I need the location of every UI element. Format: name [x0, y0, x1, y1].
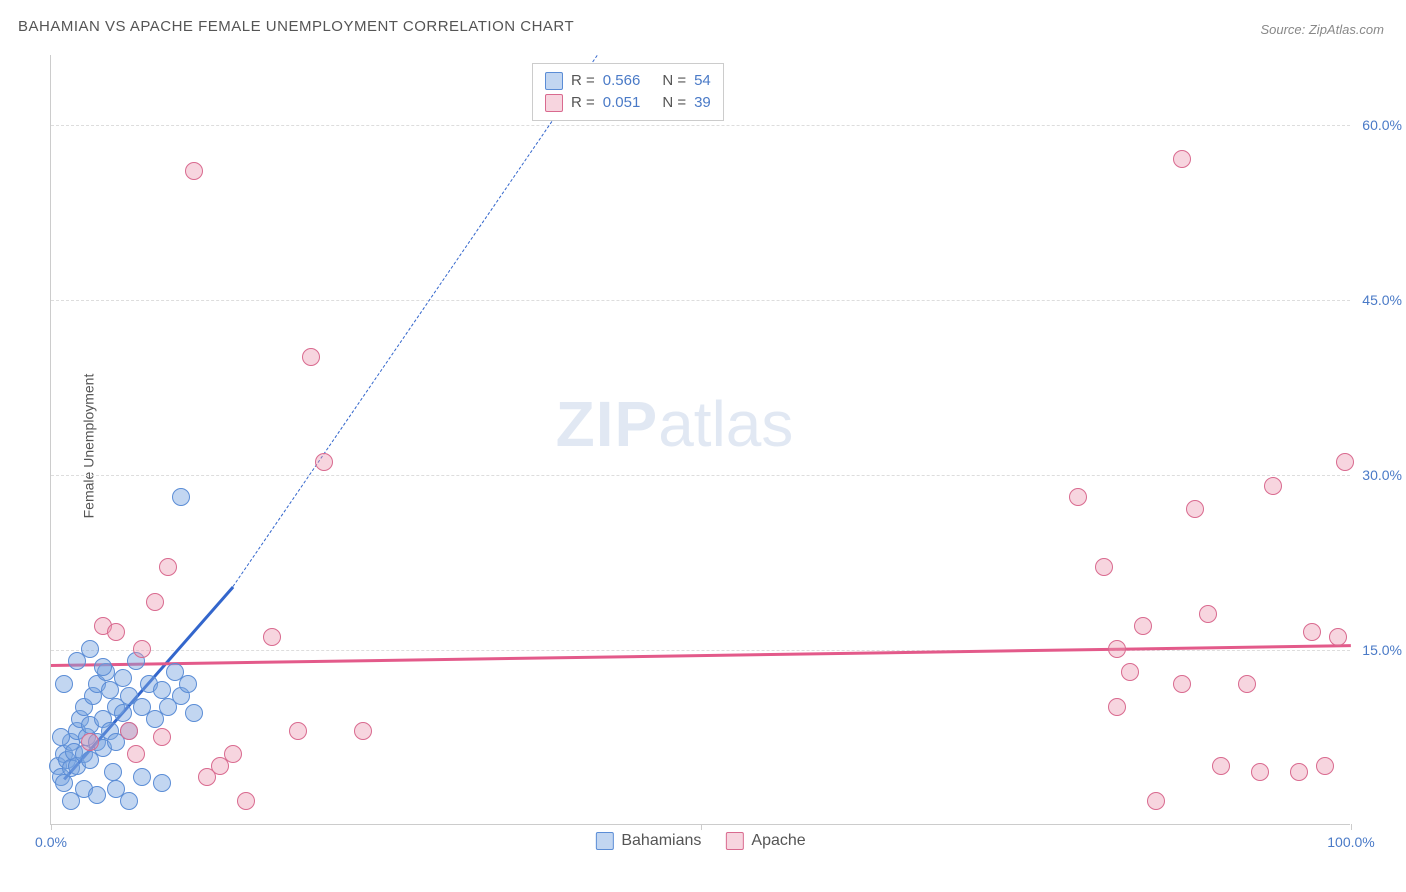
source-attribution: Source: ZipAtlas.com [1260, 22, 1384, 37]
gridline [51, 125, 1350, 126]
scatter-point [1329, 628, 1347, 646]
scatter-point [198, 768, 216, 786]
x-tick-label: 100.0% [1327, 834, 1374, 850]
series-legend: Bahamians Apache [595, 830, 805, 852]
scatter-point [1108, 640, 1126, 658]
legend-swatch [725, 832, 743, 850]
scatter-point [1212, 757, 1230, 775]
legend-swatch [595, 832, 613, 850]
legend-swatch [545, 72, 563, 90]
scatter-point [120, 722, 138, 740]
n-value: 39 [694, 94, 711, 111]
scatter-point [107, 623, 125, 641]
scatter-point [1186, 500, 1204, 518]
n-value: 54 [694, 72, 711, 89]
scatter-point [153, 774, 171, 792]
scatter-point [153, 728, 171, 746]
x-tick-mark [1351, 824, 1352, 830]
gridline [51, 300, 1350, 301]
plot-area: ZIPatlas 15.0%30.0%45.0%60.0%0.0%100.0%R… [50, 55, 1350, 825]
scatter-point [179, 675, 197, 693]
scatter-point [224, 745, 242, 763]
scatter-point [159, 558, 177, 576]
y-tick-label: 60.0% [1362, 117, 1402, 133]
x-tick-mark [51, 824, 52, 830]
x-tick-label: 0.0% [35, 834, 67, 850]
scatter-point [1134, 617, 1152, 635]
scatter-point [88, 786, 106, 804]
scatter-point [1173, 675, 1191, 693]
stats-legend-row: R = 0.051 N = 39 [545, 92, 711, 114]
r-label: R = [571, 94, 595, 111]
n-label: N = [662, 72, 686, 89]
scatter-point [1121, 663, 1139, 681]
y-tick-label: 45.0% [1362, 292, 1402, 308]
scatter-point [1336, 453, 1354, 471]
series-legend-item: Apache [725, 830, 805, 852]
scatter-point [185, 162, 203, 180]
scatter-point [114, 669, 132, 687]
n-label: N = [662, 94, 686, 111]
scatter-point [104, 763, 122, 781]
chart-container: BAHAMIAN VS APACHE FEMALE UNEMPLOYMENT C… [0, 0, 1406, 892]
watermark: ZIPatlas [556, 387, 794, 461]
stats-legend-row: R = 0.566 N = 54 [545, 70, 711, 92]
scatter-point [172, 488, 190, 506]
scatter-point [237, 792, 255, 810]
y-tick-label: 30.0% [1362, 467, 1402, 483]
scatter-point [1199, 605, 1217, 623]
y-tick-label: 15.0% [1362, 642, 1402, 658]
scatter-point [302, 348, 320, 366]
stats-legend: R = 0.566 N = 54 R = 0.051 N = 39 [532, 63, 724, 121]
scatter-point [114, 704, 132, 722]
trend-line-extension [233, 55, 598, 586]
scatter-point [1069, 488, 1087, 506]
scatter-point [127, 745, 145, 763]
r-value: 0.051 [603, 94, 641, 111]
gridline [51, 475, 1350, 476]
scatter-point [1303, 623, 1321, 641]
scatter-point [263, 628, 281, 646]
scatter-point [146, 593, 164, 611]
scatter-point [120, 792, 138, 810]
chart-title: BAHAMIAN VS APACHE FEMALE UNEMPLOYMENT C… [18, 18, 574, 35]
scatter-point [1173, 150, 1191, 168]
scatter-point [81, 733, 99, 751]
legend-swatch [545, 94, 563, 112]
scatter-point [52, 728, 70, 746]
series-legend-item: Bahamians [595, 830, 701, 852]
scatter-point [153, 681, 171, 699]
scatter-point [1147, 792, 1165, 810]
scatter-point [289, 722, 307, 740]
gridline [51, 650, 1350, 651]
scatter-point [62, 792, 80, 810]
scatter-point [55, 675, 73, 693]
scatter-point [133, 640, 151, 658]
scatter-point [1290, 763, 1308, 781]
scatter-point [1251, 763, 1269, 781]
scatter-point [81, 640, 99, 658]
scatter-point [133, 768, 151, 786]
series-label: Bahamians [621, 832, 701, 850]
scatter-point [1095, 558, 1113, 576]
scatter-point [1316, 757, 1334, 775]
r-value: 0.566 [603, 72, 641, 89]
r-label: R = [571, 72, 595, 89]
trend-line [51, 644, 1351, 666]
scatter-point [1264, 477, 1282, 495]
scatter-point [315, 453, 333, 471]
scatter-point [354, 722, 372, 740]
scatter-point [1108, 698, 1126, 716]
series-label: Apache [751, 832, 805, 850]
scatter-point [94, 658, 112, 676]
scatter-point [185, 704, 203, 722]
scatter-point [1238, 675, 1256, 693]
